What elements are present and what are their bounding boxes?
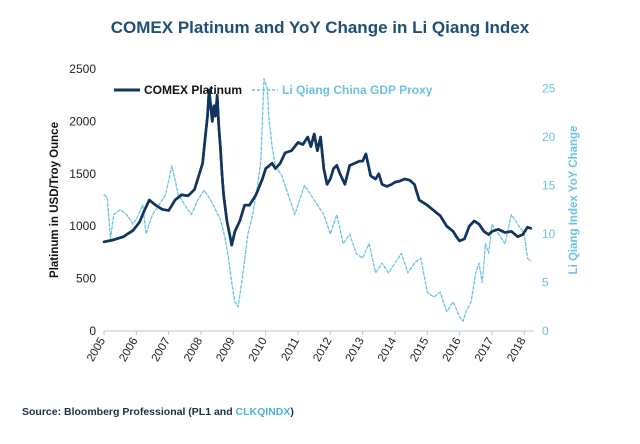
x-tick-label: 2018 [505, 336, 528, 364]
series-line-platinum [102, 88, 533, 247]
y-left-tick-label: 2500 [69, 62, 96, 76]
y-right-axis-title: Li Qiang Index YoY Change [568, 126, 580, 275]
x-tick-label: 2017 [473, 336, 496, 364]
y-right-tick-label: 5 [542, 275, 549, 289]
x-tick-label: 2015 [408, 336, 431, 364]
x-tick-label: 2012 [311, 336, 334, 364]
y-left-tick-label: 500 [76, 272, 96, 286]
y-right-tick-label: 15 [542, 178, 556, 192]
x-tick-label: 2007 [150, 336, 173, 364]
x-tick-label: 2011 [279, 336, 302, 363]
x-tick-label: 2016 [441, 336, 464, 364]
y-right-tick-label: 25 [542, 81, 556, 95]
y-right-tick-label: 0 [542, 324, 549, 338]
y-right-tick-label: 20 [542, 130, 556, 144]
x-tick-label: 2013 [344, 336, 367, 364]
series-line-li-qiang [103, 78, 532, 322]
y-left-axis-title: Platinum in USD/Troy Ounce [49, 122, 61, 278]
y-left-tick-label: 0 [89, 324, 96, 338]
legend-label-li-qiang: Li Qiang China GDP Proxy [282, 83, 433, 97]
legend-label-platinum: COMEX Platinum [144, 83, 242, 97]
source-prefix: Source: Bloomberg Professional (PL1 and [22, 406, 236, 418]
chart-title: COMEX Platinum and YoY Change in Li Qian… [110, 18, 530, 37]
x-tick-label: 2008 [182, 336, 205, 364]
y-left-tick-label: 2000 [69, 114, 96, 128]
source-note: Source: Bloomberg Professional (PL1 and … [22, 406, 294, 418]
y-right-tick-label: 10 [542, 227, 556, 241]
x-tick-label: 2010 [247, 336, 270, 364]
source-suffix: ) [290, 406, 294, 418]
x-tick-label: 2014 [376, 335, 399, 364]
y-left-tick-label: 1000 [69, 219, 96, 233]
x-tick-label: 2009 [214, 336, 237, 364]
source-ticker: CLKQINDX [235, 406, 291, 418]
x-tick-label: 2005 [85, 336, 108, 364]
y-left-tick-label: 1500 [69, 167, 96, 181]
series-line-platinum-top [103, 88, 532, 247]
x-tick-label: 2006 [117, 336, 140, 364]
